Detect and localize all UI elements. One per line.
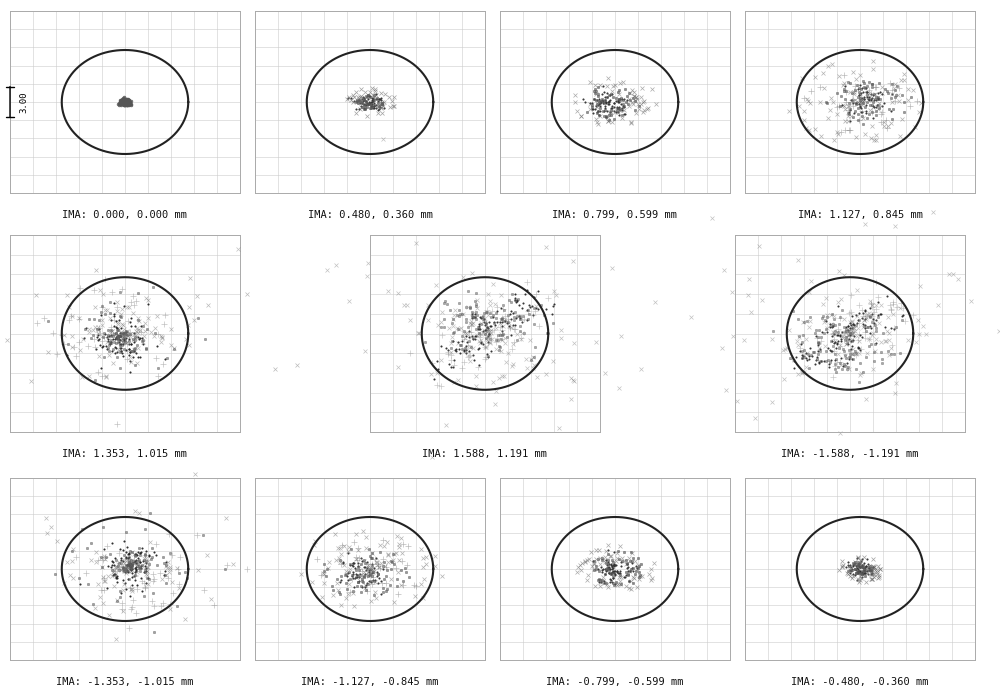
- Text: IMA: -1.127, -0.845 mm: IMA: -1.127, -0.845 mm: [301, 677, 439, 687]
- Text: IMA: 0.000, 0.000 mm: IMA: 0.000, 0.000 mm: [62, 210, 188, 220]
- Text: IMA: -0.480, -0.360 mm: IMA: -0.480, -0.360 mm: [791, 677, 929, 687]
- Text: IMA: 1.588, 1.191 mm: IMA: 1.588, 1.191 mm: [422, 450, 548, 459]
- Text: IMA: 1.353, 1.015 mm: IMA: 1.353, 1.015 mm: [62, 450, 188, 459]
- Text: IMA: 0.480, 0.360 mm: IMA: 0.480, 0.360 mm: [308, 210, 432, 220]
- Text: IMA: 0.799, 0.599 mm: IMA: 0.799, 0.599 mm: [552, 210, 678, 220]
- Text: 3.00: 3.00: [19, 91, 28, 113]
- Text: IMA: 1.127, 0.845 mm: IMA: 1.127, 0.845 mm: [798, 210, 922, 220]
- Text: IMA: -1.588, -1.191 mm: IMA: -1.588, -1.191 mm: [781, 450, 919, 459]
- Text: IMA: -1.353, -1.015 mm: IMA: -1.353, -1.015 mm: [56, 677, 194, 687]
- Text: IMA: -0.799, -0.599 mm: IMA: -0.799, -0.599 mm: [546, 677, 684, 687]
